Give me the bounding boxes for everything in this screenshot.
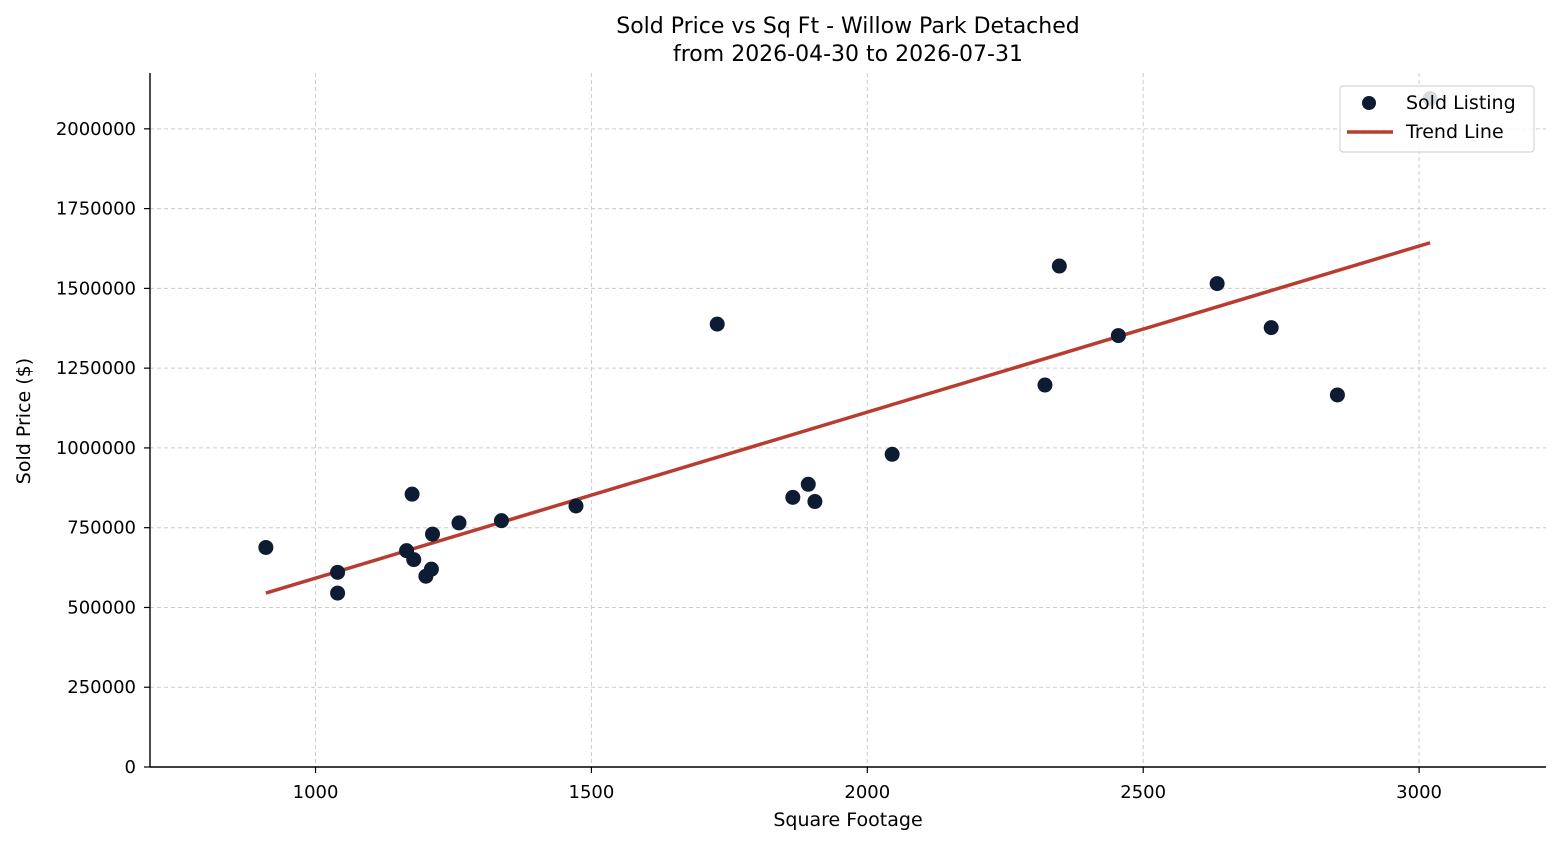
scatter-point [258,539,274,555]
scatter-point [451,515,467,531]
scatter-point [330,564,346,580]
axes [144,73,1546,773]
scatter-point [800,476,816,492]
tick-labels: 1000 1500 2000 2500 3000 0 250000 500000 750000 1… [56,119,1442,803]
legend-box [1339,85,1535,153]
scatter-point [1051,258,1067,274]
scatter-point [709,316,725,332]
x-tick-label: 1000 [293,782,339,803]
scatter-point [423,561,439,577]
x-tick-label: 3000 [1396,782,1442,803]
y-tick-label: 1500000 [56,278,136,299]
legend-label-sold-listing: Sold Listing [1406,92,1516,114]
y-axis-label: Sold Price ($) [13,358,35,484]
legend-marker-sold-listing [1362,96,1376,110]
scatter-point [1209,276,1225,292]
scatter-point [425,526,441,542]
y-tick-label: 750000 [67,518,136,539]
y-tick-label: 1250000 [56,358,136,379]
trend-line [265,241,1431,595]
scatter-point [1037,377,1053,393]
y-tick-label: 1000000 [56,438,136,459]
scatter-point [1263,320,1279,336]
scatter-point [884,446,900,462]
scatter-point [404,486,420,502]
chart-title-line2: from 2026-04-30 to 2026-07-31 [673,42,1023,67]
scatter-point [330,585,346,601]
x-tick-label: 1500 [569,782,615,803]
x-axis-label: Square Footage [773,809,922,831]
y-tick-label: 2000000 [56,119,136,140]
scatter-point [1110,328,1126,344]
scatter-point [807,494,823,510]
y-tick-label: 1750000 [56,199,136,220]
scatter-point [785,489,801,505]
x-tick-label: 2000 [844,782,890,803]
chart-title-line1: Sold Price vs Sq Ft - Willow Park Detach… [616,14,1079,39]
y-tick-label: 250000 [67,677,136,698]
legend-label-trend-line: Trend Line [1405,121,1504,143]
legend: Sold Listing Trend Line [1339,85,1535,153]
y-tick-label: 0 [125,757,136,778]
scatter-point [1329,387,1345,403]
y-tick-label: 500000 [67,597,136,618]
grid-lines [150,73,1546,767]
x-tick-label: 2500 [1120,782,1166,803]
scatter-point [568,498,584,514]
scatter-point [493,513,509,529]
scatter-point [406,552,422,568]
chart-marks [258,91,1438,601]
